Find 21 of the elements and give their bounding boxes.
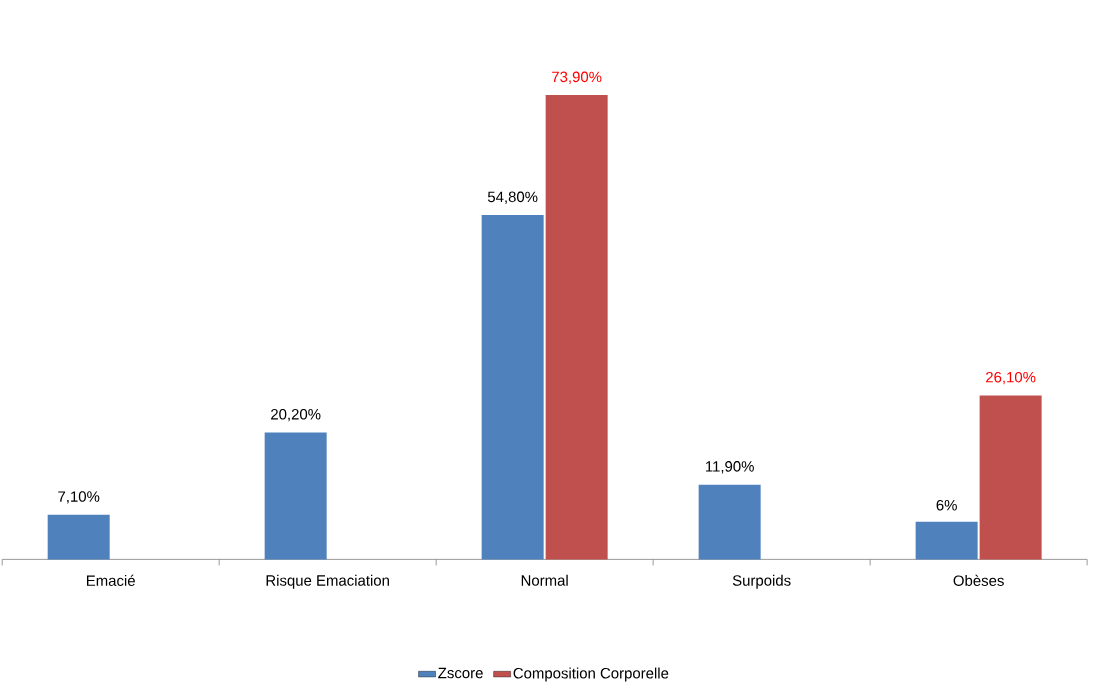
bar <box>915 521 978 560</box>
bar <box>979 395 1042 560</box>
x-tick-label: Risque Emaciation <box>266 575 389 589</box>
x-tick-label: Normal <box>521 575 568 586</box>
bar <box>264 432 327 560</box>
x-tick-label: Emacié <box>86 575 135 587</box>
bar <box>481 215 544 560</box>
x-tick-label: Surpoids <box>732 575 791 589</box>
bar <box>545 95 608 560</box>
data-label: 73,90% <box>552 71 602 85</box>
x-tick-label: Obèses <box>953 575 1004 587</box>
data-label: 11,90% <box>706 461 754 474</box>
legend-label: Composition Corporelle <box>513 667 669 682</box>
data-label: 26,10% <box>986 372 1036 385</box>
bar <box>47 514 110 560</box>
data-label: 20,20% <box>271 409 321 422</box>
legend-label: Zscore <box>438 668 483 679</box>
data-label: 6% <box>936 500 957 511</box>
data-label: 7,10% <box>58 491 100 504</box>
bar <box>698 484 761 560</box>
data-label: 54,80% <box>487 191 538 205</box>
